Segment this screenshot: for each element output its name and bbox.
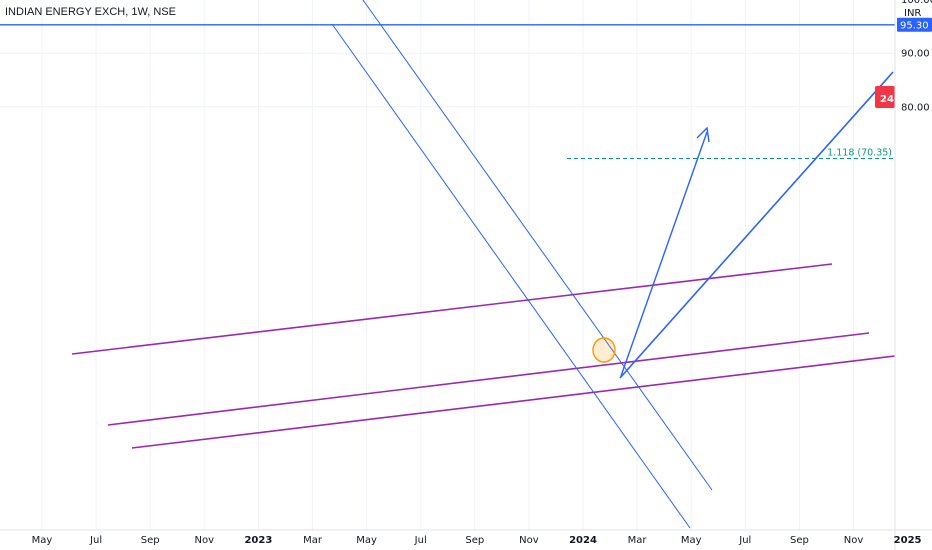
- highlight-circle: [592, 337, 616, 363]
- projection-arrow-shaft: [620, 131, 708, 377]
- channel-line: [71, 263, 833, 355]
- downtrend-line-upper: [362, 0, 713, 491]
- downtrend-line-lower: [331, 23, 691, 529]
- projection-arrowhead: [696, 126, 710, 143]
- time-tick-label: Nov: [844, 535, 864, 546]
- time-tick-label: Sep: [141, 535, 160, 546]
- time-tick-label: Mar: [628, 535, 648, 546]
- support-price-badge-lower: [897, 17, 932, 32]
- time-tick-label: May: [681, 535, 702, 546]
- time-tick-label: 2024: [569, 535, 597, 546]
- time-tick-label: Nov: [519, 535, 539, 546]
- target-badge: [875, 86, 895, 108]
- time-tick-label: May: [32, 535, 53, 546]
- price-tick-label: 80.00: [901, 102, 930, 113]
- currency-label[interactable]: INR: [904, 8, 921, 19]
- price-axis-bg[interactable]: [895, 0, 932, 530]
- overlays: 243: [592, 71, 901, 379]
- price-tick-label: 90.00: [901, 49, 930, 60]
- time-tick-label: Sep: [465, 535, 484, 546]
- time-tick-label: Nov: [195, 535, 215, 546]
- price-tick-label: 100.00: [901, 0, 932, 6]
- time-tick-label: May: [356, 535, 377, 546]
- drawings: 0.382 (276.45)0.5 (243.40)0.618 (210.40)…: [0, 0, 896, 529]
- time-axis: May Jul Sep Nov 2023 Mar May Jul Sep Nov 2024 Mar Ma…: [32, 535, 922, 546]
- support-price-badge-lower-text: 95.30: [900, 20, 929, 31]
- time-tick-label: Jul: [738, 535, 751, 546]
- chart-title: INDIAN ENERGY EXCH, 1W, NSE: [5, 6, 176, 18]
- target-badge-text: 243: [880, 94, 901, 105]
- time-tick-label: Jul: [89, 535, 102, 546]
- grid: [0, 0, 909, 530]
- time-tick-label: Jul: [414, 535, 427, 546]
- time-tick-label: 2025: [894, 535, 922, 546]
- time-tick-label: Mar: [303, 535, 323, 546]
- channel-line: [131, 355, 896, 449]
- channel-line: [107, 332, 870, 426]
- time-tick-label: 2023: [244, 535, 272, 546]
- price-badges: 243.50134.8595.30146.452d 11hIEX: [897, 17, 932, 32]
- projection-line: [619, 71, 894, 379]
- time-tick-label: Sep: [790, 535, 809, 546]
- fib-level-label: 1.118 (70.35): [827, 148, 892, 159]
- price-axis: 80.0090.00100.00110.00120.00130.00140.00…: [901, 0, 932, 113]
